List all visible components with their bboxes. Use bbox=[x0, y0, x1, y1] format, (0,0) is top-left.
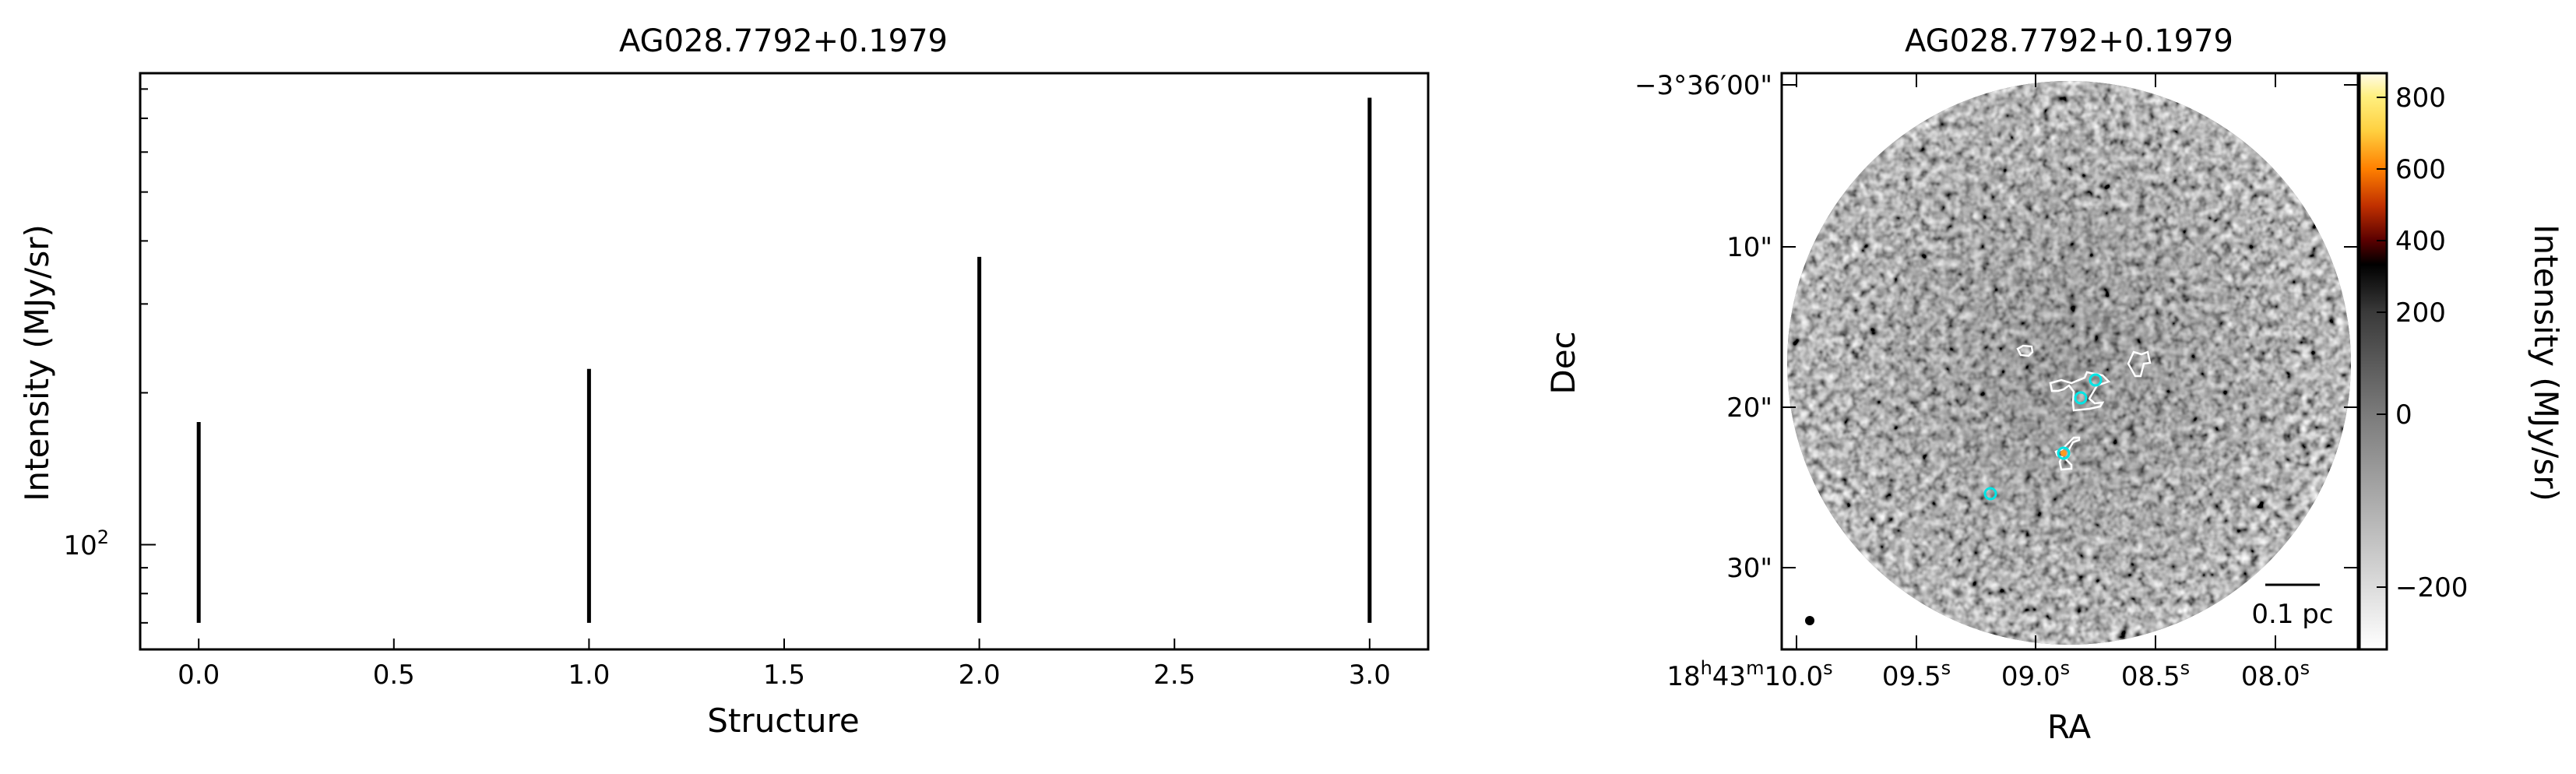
x-tick-label: 0.5 bbox=[373, 660, 415, 691]
x-tick-label: 0.0 bbox=[178, 660, 220, 691]
ra-tick-label: 09.5s bbox=[1882, 657, 1951, 692]
ra-tick-label: 08.5s bbox=[2121, 657, 2190, 692]
right-chart-title: AG028.7792+0.1979 bbox=[1905, 23, 2233, 59]
source-marker bbox=[2057, 446, 2071, 460]
colorbar-label: Intensity (MJy/sr) bbox=[2527, 224, 2565, 501]
colorbar-tick-label: 0 bbox=[2395, 399, 2412, 431]
source-markers bbox=[1983, 373, 2103, 501]
left-x-axis-label: Structure bbox=[707, 702, 859, 740]
right-chart: AG028.7792+0.1979 0.1 pc −3°36′00" 10" 20"… bbox=[1544, 23, 2565, 746]
source-marker bbox=[2074, 391, 2088, 405]
left-y-axis-label: Intensity (MJy/sr) bbox=[18, 224, 56, 501]
colorbar-tick-label: 600 bbox=[2395, 154, 2446, 185]
contour bbox=[2127, 350, 2152, 378]
dec-tick-label: −3°36′00" bbox=[1635, 70, 1772, 101]
left-axes-frame bbox=[139, 72, 1430, 651]
ra-tick-label: 08.0s bbox=[2241, 657, 2310, 692]
intensity-map bbox=[1787, 81, 2351, 645]
source-marker bbox=[2089, 373, 2103, 387]
ra-axis-label: RA bbox=[2047, 708, 2091, 746]
colorbar-tick-label: 400 bbox=[2395, 226, 2446, 257]
colorbar-tick-label: 800 bbox=[2395, 83, 2446, 114]
dec-tick-label: 20" bbox=[1726, 392, 1772, 424]
x-tick-label: 2.0 bbox=[959, 660, 1001, 691]
peak-source bbox=[2060, 450, 2067, 456]
left-chart-title: AG028.7792+0.1979 bbox=[619, 23, 948, 59]
x-tick-label: 1.0 bbox=[568, 660, 610, 691]
beam-ellipse bbox=[1805, 616, 1814, 625]
dec-tick-label: 10" bbox=[1726, 232, 1772, 263]
ra-tick-label: 09.0s bbox=[2001, 657, 2070, 692]
right-axes-frame bbox=[1780, 72, 2360, 651]
x-tick-label: 2.5 bbox=[1153, 660, 1195, 691]
contour bbox=[2016, 344, 2034, 357]
ra-tick-label: 18h43m10.0s bbox=[1666, 657, 1832, 692]
dec-axis-label: Dec bbox=[1544, 331, 1582, 394]
colorbar-tick-label: −200 bbox=[2395, 572, 2468, 603]
contours bbox=[2016, 344, 2152, 471]
source-marker bbox=[1983, 487, 1997, 501]
colorbar bbox=[2358, 72, 2388, 651]
scale-bar-label: 0.1 pc bbox=[2251, 599, 2333, 630]
x-tick-label: 3.0 bbox=[1349, 660, 1391, 691]
colorbar-tick-label: 200 bbox=[2395, 297, 2446, 329]
left-chart: AG028.7792+0.1979 0.0 0.5 1.0 1.5 2.0 2.5 3.0 … bbox=[18, 23, 1430, 740]
dec-tick-label: 30" bbox=[1726, 553, 1772, 584]
y-tick-label-100: 102 bbox=[63, 526, 109, 561]
x-tick-label: 1.5 bbox=[763, 660, 805, 691]
contour bbox=[2049, 371, 2111, 412]
